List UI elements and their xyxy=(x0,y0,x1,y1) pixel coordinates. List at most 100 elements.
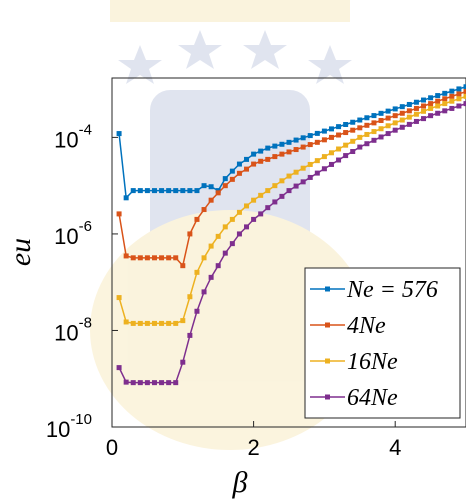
marker xyxy=(166,380,171,385)
legend-label: 64Ne xyxy=(347,385,398,411)
marker xyxy=(449,89,454,94)
marker xyxy=(279,152,284,157)
legend-marker xyxy=(325,287,330,292)
marker xyxy=(258,211,263,216)
legend-marker xyxy=(325,395,330,400)
marker xyxy=(301,135,306,140)
marker xyxy=(258,193,263,198)
marker xyxy=(117,365,122,370)
marker xyxy=(131,255,136,260)
marker xyxy=(386,123,391,128)
marker xyxy=(223,251,228,256)
marker xyxy=(343,122,348,127)
y-tick-label: 10-4 xyxy=(54,121,92,152)
marker xyxy=(315,131,320,136)
marker xyxy=(407,102,412,107)
marker xyxy=(386,109,391,114)
marker xyxy=(124,253,129,258)
marker xyxy=(322,154,327,159)
marker xyxy=(357,135,362,140)
marker xyxy=(223,176,228,181)
marker xyxy=(350,120,355,125)
marker xyxy=(159,380,164,385)
marker xyxy=(244,224,249,229)
marker xyxy=(400,104,405,109)
marker xyxy=(230,217,235,222)
marker xyxy=(308,162,313,167)
marker xyxy=(364,132,369,137)
marker xyxy=(442,91,447,96)
tick-exponent: -10 xyxy=(70,411,92,428)
marker xyxy=(407,108,412,113)
marker xyxy=(131,188,136,193)
marker xyxy=(287,149,292,154)
marker xyxy=(258,159,263,164)
marker xyxy=(414,100,419,105)
marker xyxy=(400,118,405,123)
marker xyxy=(230,169,235,174)
marker xyxy=(435,93,440,98)
marker xyxy=(265,205,270,210)
y-tick-label: 10-6 xyxy=(54,218,92,249)
marker xyxy=(216,263,221,268)
tick-base: 10 xyxy=(54,320,78,345)
marker xyxy=(301,179,306,184)
marker xyxy=(435,111,440,116)
marker xyxy=(138,321,143,326)
marker xyxy=(428,106,433,111)
marker xyxy=(159,188,164,193)
marker xyxy=(315,158,320,163)
marker xyxy=(456,86,461,91)
marker xyxy=(435,104,440,109)
marker xyxy=(145,188,150,193)
marker xyxy=(202,255,207,260)
legend-marker xyxy=(325,323,330,328)
marker xyxy=(315,140,320,145)
marker xyxy=(251,162,256,167)
marker xyxy=(414,112,419,117)
marker xyxy=(223,224,228,229)
marker xyxy=(187,231,192,236)
marker xyxy=(393,106,398,111)
marker xyxy=(442,108,447,113)
marker xyxy=(343,130,348,135)
tick-exponent: -8 xyxy=(79,314,92,331)
marker xyxy=(230,241,235,246)
marker xyxy=(336,158,341,163)
marker xyxy=(237,210,242,215)
marker xyxy=(124,319,129,324)
chart: β eu 02410-1010-810-610-4Ne = 5764Ne16Ne… xyxy=(0,0,466,504)
marker xyxy=(357,118,362,123)
marker xyxy=(343,143,348,148)
marker xyxy=(194,270,199,275)
marker xyxy=(124,380,129,385)
marker xyxy=(272,154,277,159)
y-tick-label: 10-8 xyxy=(54,314,92,345)
marker xyxy=(386,131,391,136)
marker xyxy=(194,309,199,314)
marker xyxy=(357,125,362,130)
marker xyxy=(117,211,122,216)
marker xyxy=(308,142,313,147)
marker xyxy=(202,183,207,188)
tick-exponent: -6 xyxy=(79,218,92,235)
marker xyxy=(315,171,320,176)
marker xyxy=(173,255,178,260)
marker xyxy=(336,146,341,151)
marker xyxy=(138,188,143,193)
marker xyxy=(131,321,136,326)
marker xyxy=(265,188,270,193)
marker xyxy=(209,275,214,280)
marker xyxy=(279,142,284,147)
marker xyxy=(428,113,433,118)
marker xyxy=(230,177,235,182)
marker xyxy=(400,111,405,116)
marker xyxy=(251,198,256,203)
marker xyxy=(138,255,143,260)
x-tick-label: 4 xyxy=(389,435,401,460)
marker xyxy=(364,123,369,128)
marker xyxy=(124,195,129,200)
marker xyxy=(287,140,292,145)
marker xyxy=(343,153,348,158)
marker xyxy=(350,139,355,144)
